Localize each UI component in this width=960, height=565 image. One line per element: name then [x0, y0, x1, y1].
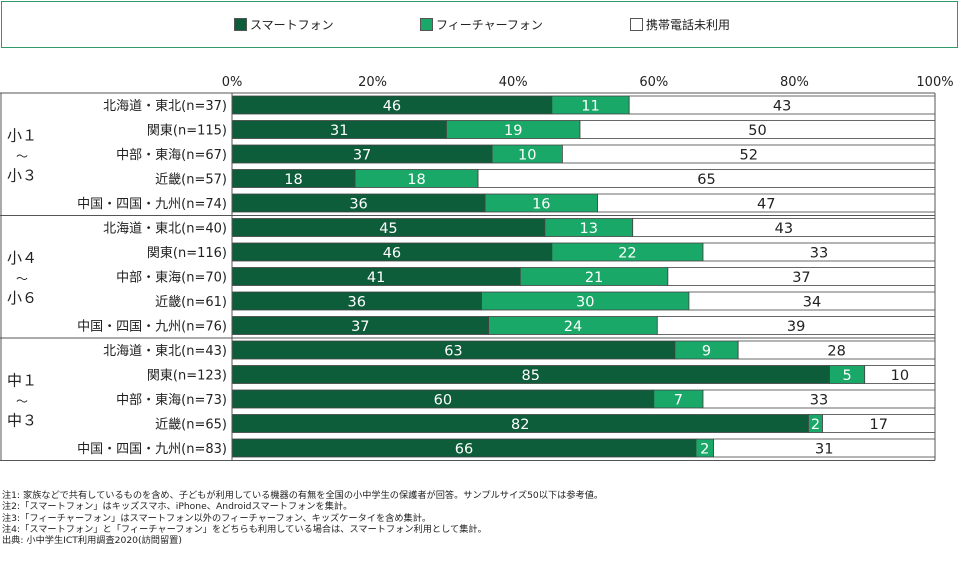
data-label: 11: [581, 99, 599, 115]
data-label: 46: [383, 246, 401, 262]
group-label: 小４: [7, 249, 37, 267]
x-tick-label: 80%: [780, 75, 809, 90]
group-label: ～: [16, 272, 28, 286]
data-label: 30: [576, 295, 594, 311]
legend-label-no-phone: 携帯電話未利用: [646, 18, 731, 32]
footnote-source: 出典: 小中学生ICT利用調査2020(訪問留置): [2, 535, 182, 547]
stacked-bar-chart: 0% 20% 40% 60% 80% 100% 北海道・東北(n=37) 46 11 43 関東(n…: [0, 75, 954, 461]
data-label: 39: [787, 319, 805, 335]
data-label: 18: [407, 172, 425, 188]
legend: スマートフォン フィーチャーフォン 携帯電話未利用: [1, 1, 958, 48]
category-label: 北海道・東北(n=43): [103, 343, 227, 359]
category-label: 近畿(n=57): [155, 173, 227, 188]
data-label: 60: [434, 393, 452, 409]
group-label: 小３: [7, 166, 37, 184]
x-tick-label: 40%: [499, 75, 528, 90]
data-label: 37: [792, 270, 810, 286]
category-label: 中国・四国・九州(n=83): [77, 442, 227, 457]
category-label: 中部・東海(n=73): [116, 392, 227, 408]
group-label: 中３: [7, 411, 37, 429]
legend-swatch-smartphone: [234, 18, 247, 31]
data-label: 63: [444, 344, 462, 360]
data-label: 34: [803, 295, 821, 311]
data-label: 43: [775, 221, 793, 237]
category-label: 関東(n=116): [147, 245, 227, 261]
legend-label-smartphone: スマートフォン: [250, 18, 334, 32]
x-tick-label: 0%: [222, 75, 243, 90]
x-tick-label: 100%: [916, 75, 953, 90]
legend-item-featurephone: フィーチャーフォン: [420, 17, 543, 33]
data-label: 21: [585, 270, 603, 286]
legend-label-featurephone: フィーチャーフォン: [436, 18, 543, 32]
category-label: 中部・東海(n=70): [116, 270, 227, 286]
data-label: 36: [349, 197, 367, 213]
footnote-2: 注2:「スマートフォン」はキッズスマホ、iPhone、Androidスマートフォ…: [2, 501, 353, 513]
data-label: 37: [351, 319, 369, 335]
legend-swatch-no-phone: [630, 18, 643, 31]
data-label: 33: [810, 246, 828, 262]
category-label: 中国・四国・九州(n=74): [77, 197, 227, 212]
category-label: 関東(n=115): [147, 123, 227, 139]
data-label: 31: [330, 123, 348, 139]
group-label: 小６: [7, 289, 37, 307]
data-label: 16: [532, 197, 550, 213]
category-label: 近畿(n=61): [155, 295, 227, 310]
category-label: 関東(n=123): [147, 368, 227, 384]
data-label: 19: [504, 123, 522, 139]
group-label: ～: [16, 149, 28, 163]
data-label: 7: [674, 393, 683, 409]
category-label: 北海道・東北(n=37): [103, 98, 227, 114]
category-label: 近畿(n=65): [155, 418, 227, 433]
data-label: 5: [843, 368, 852, 384]
data-label: 45: [379, 221, 397, 237]
data-label: 28: [827, 344, 845, 360]
category-label: 中国・四国・九州(n=76): [77, 320, 227, 335]
x-tick-label: 20%: [358, 75, 387, 90]
data-label: 2: [700, 442, 709, 458]
group-label: ～: [16, 394, 28, 408]
footnote-3: 注3:「フィーチャーフォン」はスマートフォン以外のフィーチャーフォン、キッズケー…: [2, 512, 432, 524]
data-label: 24: [564, 319, 582, 335]
data-label: 10: [891, 368, 909, 384]
data-label: 18: [284, 172, 302, 188]
group-label: 小１: [7, 126, 37, 144]
data-label: 46: [383, 99, 401, 115]
data-label: 41: [367, 270, 385, 286]
data-label: 10: [518, 148, 536, 164]
footnote-1: 注1: 家族などで共有しているものを含め、子どもが利用している機器の有無を全国の…: [2, 490, 604, 501]
data-label: 65: [697, 172, 715, 188]
data-label: 50: [748, 123, 766, 139]
data-label: 31: [815, 442, 833, 458]
legend-swatch-featurephone: [420, 18, 433, 31]
category-label: 中部・東海(n=67): [116, 147, 227, 163]
legend-item-no-phone: 携帯電話未利用: [630, 17, 730, 33]
data-label: 2: [811, 417, 820, 433]
x-tick-label: 60%: [639, 75, 668, 90]
footnotes: 注1: 家族などで共有しているものを含め、子どもが利用している機器の有無を全国の…: [2, 490, 603, 546]
data-label: 82: [511, 417, 529, 433]
data-label: 17: [870, 417, 888, 433]
group-label: 中１: [7, 371, 37, 389]
category-label: 北海道・東北(n=40): [103, 221, 227, 237]
data-label: 36: [348, 295, 366, 311]
legend-item-smartphone: スマートフォン: [234, 17, 334, 33]
data-label: 52: [739, 148, 757, 164]
data-label: 85: [522, 368, 540, 384]
footnote-4: 注4:「スマートフォン」と「フィーチャーフォン」をどちらも利用している場合は、ス…: [2, 523, 487, 535]
data-label: 37: [353, 148, 371, 164]
data-label: 13: [580, 221, 598, 237]
data-label: 66: [455, 442, 473, 458]
data-label: 9: [702, 344, 711, 360]
data-label: 22: [618, 246, 636, 262]
data-label: 43: [773, 99, 791, 115]
data-label: 47: [757, 197, 775, 213]
data-label: 33: [810, 393, 828, 409]
